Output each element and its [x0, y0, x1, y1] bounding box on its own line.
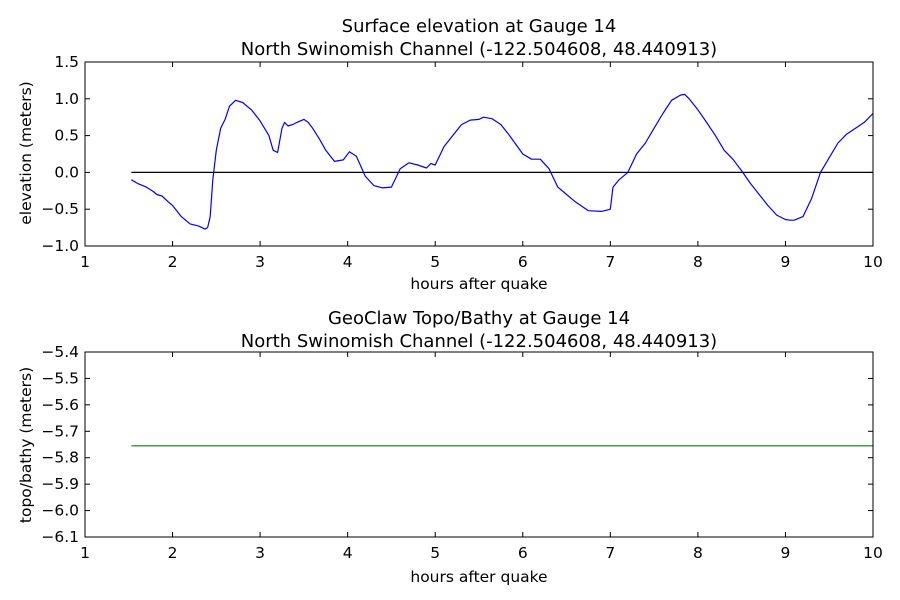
x-tick-label: 7: [605, 253, 615, 271]
x-tick-label: 7: [605, 544, 615, 562]
x-tick-label: 5: [430, 253, 440, 271]
x-tick-label: 4: [343, 544, 353, 562]
x-tick-label: 3: [255, 253, 265, 271]
y-tick-label: 1.0: [54, 90, 79, 108]
y-tick-label: −0.5: [41, 200, 79, 218]
x-tick-label: 3: [255, 544, 265, 562]
y-tick-label: −5.9: [41, 475, 79, 493]
x-tick-label: 5: [430, 544, 440, 562]
y-axis-label: elevation (meters): [17, 81, 35, 224]
x-tick-label: 8: [693, 544, 703, 562]
x-tick-label: 10: [863, 253, 883, 271]
x-tick-label: 10: [863, 544, 883, 562]
y-axis-label: topo/bathy (meters): [17, 367, 35, 523]
series-layer: [131, 93, 874, 230]
x-tick-label: 2: [168, 544, 178, 562]
surface-elevation-chart: Surface elevation at Gauge 14 North Swin…: [17, 16, 883, 293]
y-tick-label: −5.4: [41, 343, 79, 361]
x-tick-label: 4: [343, 253, 353, 271]
y-tick-label: −1.0: [41, 237, 79, 255]
tick-layer: 1 2 3 4 5 6 7 8 9 10 −6.1 −6.0 −5.9 −5.8 −5.7 −5.6 −5.5 −…: [41, 343, 883, 562]
x-tick-label: 6: [518, 253, 528, 271]
y-tick-label: 0.5: [54, 127, 79, 145]
x-tick-label: 2: [168, 253, 178, 271]
tick-layer: 1 2 3 4 5 6 7 8 9 10 −1.0 −0.5 0.0 0.5 1.0 1.5: [41, 53, 883, 271]
chart-title-line1: Surface elevation at Gauge 14: [342, 16, 617, 37]
y-tick-label: −5.5: [41, 369, 79, 387]
topo-bathy-chart: GeoClaw Topo/Bathy at Gauge 14 North Swi…: [17, 308, 883, 586]
chart-title-line1: GeoClaw Topo/Bathy at Gauge 14: [328, 308, 630, 329]
y-tick-label: −6.0: [41, 502, 79, 520]
x-axis-label: hours after quake: [410, 568, 547, 586]
y-tick-label: −5.6: [41, 396, 79, 414]
y-tick-label: −5.8: [41, 449, 79, 467]
series-line: [131, 93, 874, 230]
chart-title-line2: North Swinomish Channel (-122.504608, 48…: [241, 331, 717, 352]
y-tick-label: 1.5: [54, 53, 79, 71]
x-tick-label: 1: [80, 544, 90, 562]
x-tick-label: 6: [518, 544, 528, 562]
x-tick-label: 8: [693, 253, 703, 271]
x-tick-label: 9: [781, 544, 791, 562]
x-axis-label: hours after quake: [410, 275, 547, 293]
plot-frame: [84, 61, 874, 247]
plot-frame: [84, 351, 874, 538]
chart-title-line2: North Swinomish Channel (-122.504608, 48…: [241, 39, 717, 60]
x-tick-label: 1: [80, 253, 90, 271]
x-tick-label: 9: [781, 253, 791, 271]
y-tick-label: −6.1: [41, 528, 79, 546]
y-tick-label: −5.7: [41, 422, 79, 440]
y-tick-label: 0.0: [54, 163, 79, 181]
